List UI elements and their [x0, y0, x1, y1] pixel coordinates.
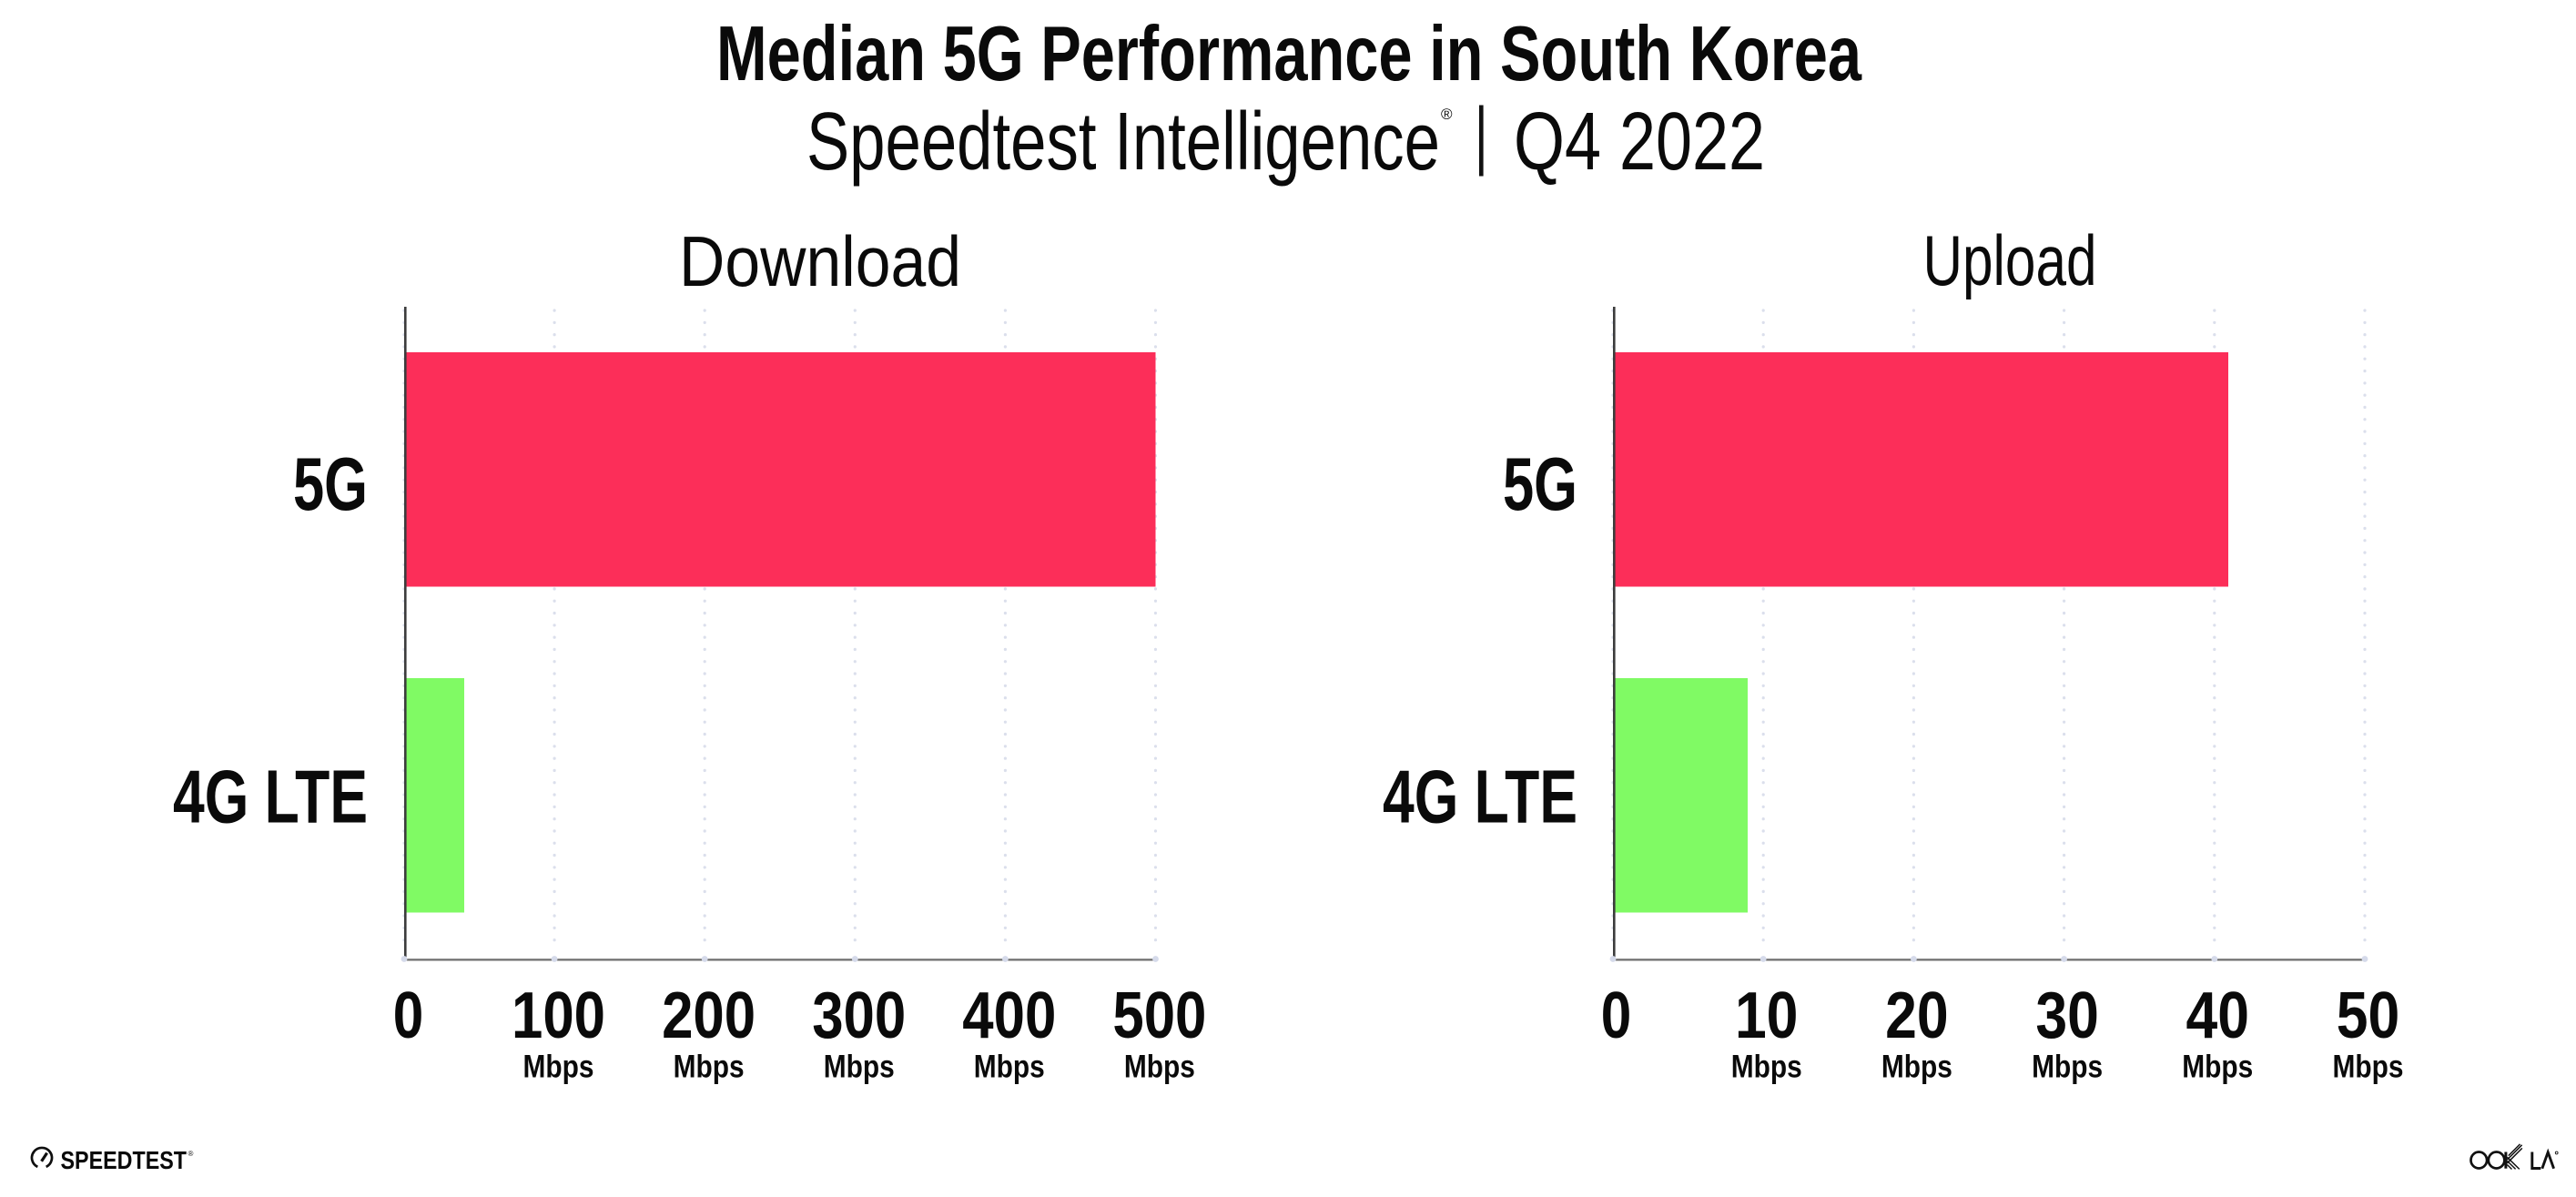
svg-text:Mbps: Mbps [2182, 1050, 2253, 1085]
svg-text:0: 0 [393, 979, 424, 1052]
svg-text:Speedtest Intelligence: Speedtest Intelligence [806, 96, 1440, 188]
svg-text:Mbps: Mbps [1731, 1050, 1802, 1085]
svg-text:Mbps: Mbps [1124, 1050, 1195, 1085]
svg-text:Download: Download [679, 221, 961, 301]
svg-text:Mbps: Mbps [523, 1050, 594, 1085]
svg-text:Mbps: Mbps [674, 1050, 745, 1085]
svg-text:SPEEDTEST: SPEEDTEST [61, 1146, 188, 1174]
svg-text:10: 10 [1735, 979, 1799, 1052]
svg-text:30: 30 [2035, 979, 2099, 1052]
svg-text:300: 300 [812, 979, 906, 1052]
svg-text:5G: 5G [293, 441, 368, 526]
svg-text:®: ® [1441, 106, 1453, 123]
svg-text:Mbps: Mbps [824, 1050, 895, 1085]
svg-text:Mbps: Mbps [2333, 1050, 2404, 1085]
svg-text:400: 400 [962, 979, 1056, 1052]
svg-text:Mbps: Mbps [1881, 1050, 1952, 1085]
svg-text:20: 20 [1885, 979, 1949, 1052]
svg-text:Upload: Upload [1923, 220, 2097, 300]
svg-text:4G LTE: 4G LTE [173, 755, 368, 839]
svg-text:40: 40 [2186, 979, 2250, 1052]
svg-text:500: 500 [1112, 979, 1206, 1052]
svg-text:Mbps: Mbps [974, 1050, 1045, 1085]
svg-text:50: 50 [2337, 979, 2400, 1052]
svg-text:Mbps: Mbps [2032, 1050, 2103, 1085]
svg-text:4G LTE: 4G LTE [1383, 755, 1577, 839]
svg-text:0: 0 [1601, 979, 1632, 1052]
svg-text:5G: 5G [1503, 441, 1577, 526]
svg-text:Q4 2022: Q4 2022 [1514, 96, 1765, 188]
svg-text:®: ® [188, 1150, 194, 1158]
svg-text:Median 5G Performance in South: Median 5G Performance in South Korea [716, 11, 1862, 97]
svg-text:100: 100 [512, 979, 605, 1052]
svg-text:200: 200 [662, 979, 756, 1052]
